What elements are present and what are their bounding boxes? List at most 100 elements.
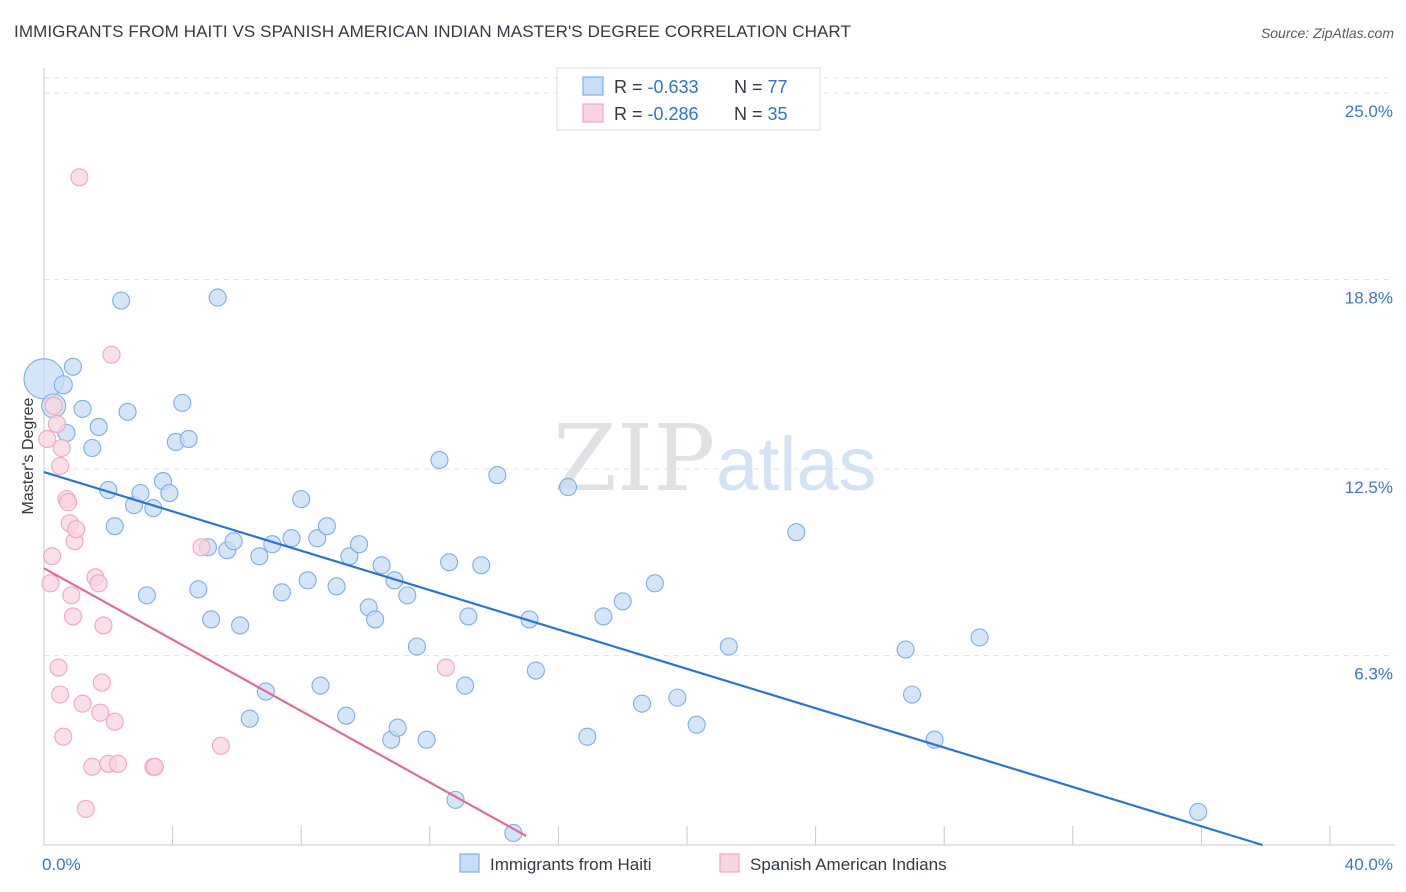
point-spanish: [52, 438, 71, 458]
point-haiti: [202, 610, 221, 629]
bottom-legend-swatch-spanish: [719, 853, 740, 873]
point-haiti: [272, 583, 291, 602]
point-haiti: [83, 438, 102, 458]
point-spanish: [436, 658, 455, 677]
point-spanish: [49, 658, 68, 677]
trend-line-spanish: [43, 567, 527, 837]
bottom-legend-label-spanish: Spanish American Indians: [750, 855, 947, 874]
point-haiti: [520, 610, 539, 629]
bottom-legend-swatch-haiti: [459, 853, 480, 873]
point-haiti: [337, 706, 356, 725]
svg-text:N = 77: N = 77: [734, 77, 788, 97]
point-haiti: [89, 417, 108, 436]
point-spanish: [54, 727, 73, 746]
watermark: ZIP atlas: [553, 405, 877, 512]
point-haiti: [594, 607, 613, 626]
trend-lines: [43, 470, 1263, 847]
point-haiti: [787, 523, 806, 542]
point-spanish: [94, 616, 113, 635]
point-haiti: [430, 450, 449, 470]
legend-n-label-spanish: N =: [734, 104, 768, 124]
point-spanish: [70, 168, 89, 187]
legend-r-value-spanish: -0.286: [648, 104, 699, 124]
point-haiti: [459, 607, 478, 626]
y-axis-label: Master's Degree: [20, 397, 37, 514]
point-haiti: [160, 484, 179, 503]
series-legend: Immigrants from Haiti Spanish American I…: [459, 853, 947, 874]
point-spanish: [44, 396, 63, 415]
legend-n-value-spanish: 35: [768, 104, 788, 124]
point-haiti: [118, 402, 137, 421]
point-spanish: [42, 547, 62, 566]
point-spanish: [63, 607, 82, 626]
point-haiti: [446, 790, 465, 809]
point-haiti: [896, 640, 915, 659]
data-points: [23, 168, 1208, 843]
point-haiti: [137, 586, 156, 605]
point-haiti: [73, 399, 92, 418]
point-haiti: [398, 586, 417, 605]
point-haiti: [308, 529, 327, 548]
y-tick-label: 12.5%: [1345, 478, 1393, 497]
svg-text:R = -0.286: R = -0.286: [614, 104, 699, 124]
y-tick-label: 6.3%: [1354, 665, 1393, 684]
point-haiti: [298, 571, 317, 590]
legend-r-label-haiti: R =: [614, 77, 648, 97]
point-haiti: [558, 478, 578, 497]
x-tick-label-min: 0.0%: [42, 855, 81, 874]
y-tick-label: 25.0%: [1345, 102, 1393, 121]
chart-title: IMMIGRANTS FROM HAITI VS SPANISH AMERICA…: [14, 22, 851, 41]
point-spanish: [102, 345, 121, 364]
point-haiti: [902, 685, 922, 704]
point-haiti: [105, 517, 124, 536]
point-haiti: [372, 556, 391, 575]
point-haiti: [317, 517, 336, 536]
point-haiti: [456, 676, 475, 695]
point-haiti: [189, 580, 208, 599]
point-haiti: [231, 616, 250, 635]
point-spanish: [192, 538, 211, 557]
point-haiti: [63, 357, 82, 376]
point-spanish: [91, 703, 110, 722]
point-spanish: [51, 456, 70, 476]
point-haiti: [645, 574, 664, 593]
point-haiti: [53, 375, 73, 395]
gridlines: [44, 77, 1395, 657]
point-spanish: [67, 520, 86, 539]
point-haiti: [488, 466, 507, 485]
point-spanish: [105, 712, 124, 731]
point-haiti: [112, 291, 131, 310]
svg-text:R = -0.633: R = -0.633: [614, 77, 699, 97]
point-spanish: [83, 757, 102, 776]
watermark-zip: ZIP: [553, 405, 715, 512]
stats-legend: R = -0.633 N = 77 R = -0.286 N = 35: [556, 67, 821, 131]
point-haiti: [526, 661, 545, 680]
y-tick-label: 18.8%: [1345, 289, 1393, 308]
point-haiti: [719, 637, 738, 656]
point-spanish: [62, 586, 81, 605]
point-haiti: [1189, 802, 1208, 821]
point-haiti: [417, 730, 436, 749]
point-haiti: [311, 676, 330, 695]
point-spanish: [47, 414, 66, 433]
point-haiti: [327, 577, 346, 596]
point-haiti: [350, 535, 369, 554]
legend-r-label-spanish: R =: [614, 104, 648, 124]
point-haiti: [668, 688, 687, 707]
point-spanish: [211, 736, 230, 755]
legend-swatch-spanish: [582, 103, 604, 123]
point-haiti: [179, 429, 198, 449]
point-haiti: [292, 490, 311, 509]
chart-source: Source: ZipAtlas.com: [1260, 25, 1394, 41]
point-spanish: [38, 429, 57, 449]
point-haiti: [173, 393, 192, 412]
y-tick-labels: 6.3% 12.5% 18.8% 25.0%: [1345, 102, 1393, 683]
point-haiti: [472, 556, 491, 575]
point-spanish: [76, 799, 95, 818]
watermark-atlas: atlas: [716, 422, 877, 507]
axes: [43, 68, 1395, 846]
point-haiti: [240, 709, 259, 728]
point-spanish: [145, 757, 164, 776]
point-spanish: [108, 754, 127, 773]
